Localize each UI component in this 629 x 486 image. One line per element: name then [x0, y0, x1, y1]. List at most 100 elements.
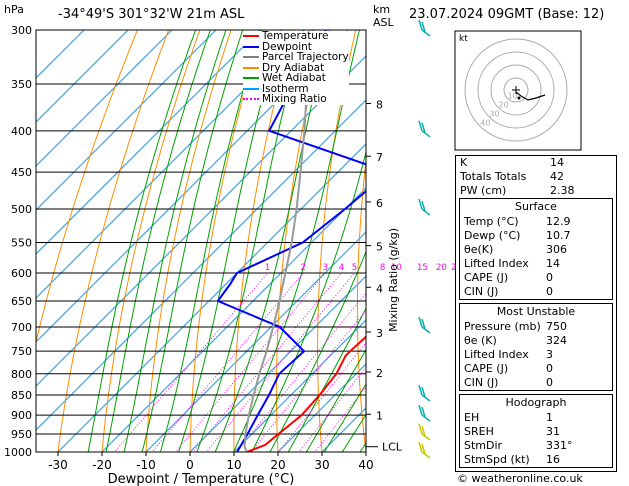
wind-barb-flag [421, 318, 426, 330]
km-tick-label: 1 [376, 409, 383, 422]
wet-adiabat-line [287, 307, 366, 452]
isotherm-line [233, 319, 366, 452]
hodograph-value: 16 [546, 453, 560, 466]
legend-swatch [243, 45, 259, 48]
mixing-ratio-line [277, 342, 366, 452]
wind-barb-staff [421, 208, 431, 216]
legend-label: Dewpoint [262, 40, 312, 53]
index-value: 14 [550, 156, 564, 169]
pressure-tick-label: 450 [11, 166, 32, 179]
wind-barb-flag [421, 122, 426, 134]
isotherm-line [36, 30, 261, 255]
hodograph-row: StmSpd (kt) 16 [460, 453, 612, 467]
wet-adiabat-line [323, 383, 366, 452]
wind-barb-staff [421, 29, 431, 37]
most-unstable-title: Most Unstable [496, 305, 576, 318]
mixing-ratio-line [174, 272, 326, 452]
km-tick-label: 5 [376, 241, 383, 254]
most-unstable-label: Lifted Index [464, 348, 529, 361]
mixing-ratio-line [314, 386, 366, 452]
datetime-title: 23.07.2024 09GMT (Base: 12) [409, 7, 605, 22]
most-unstable-panel: Most Unstable Pressure (mb) 750 θe (K) 324 L… [459, 303, 613, 391]
wind-barb-flag [418, 441, 423, 453]
wind-barb-staff [421, 326, 431, 334]
hodograph-trace [515, 91, 546, 101]
most-unstable-row: θe (K) 324 [460, 334, 612, 348]
km-tick-label: 3 [376, 327, 383, 340]
hodograph-storm-marker [517, 96, 521, 100]
wind-barb [418, 316, 431, 334]
legend-label: Dry Adiabat [262, 61, 325, 74]
wind-barb [418, 404, 431, 422]
legend-item: Dry Adiabat [243, 61, 349, 74]
hodograph-ring-label: 20 [499, 101, 509, 110]
isotherm-line [277, 363, 366, 452]
surface-row: CAPE (J) 0 [460, 271, 612, 285]
wind-barb-flag [418, 384, 423, 396]
surface-value: 10.7 [546, 229, 571, 242]
mixing-ratio-label: 3 [323, 263, 328, 273]
most-unstable-value: 3 [546, 348, 553, 361]
x-tick-label: 20 [270, 458, 285, 472]
index-row: PW (cm) 2.38 [456, 184, 616, 198]
surface-row: CIN (J) 0 [460, 285, 612, 299]
km-tick-label: 4 [376, 282, 383, 295]
temperature-series [246, 335, 366, 452]
pressure-tick-label: 700 [11, 321, 32, 334]
hodograph-ring [477, 51, 555, 129]
dry-adiabat-line [396, 0, 431, 469]
hodograph-ring [503, 77, 529, 103]
km-label: km [373, 3, 391, 16]
x-tick-label: -20 [92, 458, 112, 472]
isotherm-line [36, 99, 366, 431]
x-tick-label: -10 [136, 458, 156, 472]
most-unstable-value: 750 [546, 320, 567, 333]
surface-value: 0 [546, 285, 553, 298]
legend-item: Wet Adiabat [243, 73, 349, 84]
index-label: K [460, 156, 468, 169]
surface-row: Dewp (°C) 10.7 [460, 229, 612, 243]
hodograph-title: Hodograph [505, 396, 567, 409]
index-row: Totals Totals 42 [456, 170, 616, 184]
surface-row: Lifted Index 14 [460, 257, 612, 271]
surface-label: CAPE (J) [464, 271, 509, 284]
mixing-ratio-label: 8 [380, 263, 385, 273]
mixing-ratio-line [298, 366, 366, 452]
mixing-ratio-line [192, 272, 342, 452]
most-unstable-label: Pressure (mb) [464, 320, 541, 333]
wind-barb-flag [418, 198, 423, 210]
wind-barb-flag [418, 316, 423, 328]
mixing-ratio-line [250, 309, 366, 452]
mixing-ratio-label: 5 [352, 263, 357, 273]
hodograph-row: SREH 31 [460, 425, 612, 439]
wind-barb-staff [421, 394, 431, 402]
surface-value: 0 [546, 271, 553, 284]
hodograph-value: 31 [546, 425, 560, 438]
wind-barb-staff [421, 433, 431, 441]
legend-item: Dewpoint [243, 40, 349, 53]
isotherm-line [57, 143, 366, 452]
x-tick-label: 0 [186, 458, 194, 472]
legend-swatch [243, 77, 259, 80]
pressure-tick-label: 550 [11, 236, 32, 249]
pressure-tick-label: 300 [11, 24, 32, 37]
legend-swatch [243, 98, 259, 101]
wind-barb-flag [418, 120, 423, 132]
mixing-ratio-label: 10 [391, 263, 402, 273]
x-tick-label: 40 [358, 458, 373, 472]
index-value: 42 [550, 170, 564, 183]
surface-panel: Surface Temp (°C) 12.9 Dewp (°C) 10.7 θe(K) 3… [459, 198, 613, 300]
wet-adiabat-line [341, 413, 366, 452]
legend-item: Mixing Ratio [243, 94, 349, 105]
plot-area [36, 0, 431, 469]
pressure-tick-label: 950 [11, 428, 32, 441]
legend-item: Temperature [243, 31, 349, 42]
y-axis-label: Mixing Ratio (g/kg) [387, 228, 400, 332]
asl-label: ASL [373, 16, 394, 29]
legend-label: Temperature [262, 30, 329, 42]
hodograph-label: SREH [464, 425, 494, 438]
most-unstable-value: 0 [546, 376, 553, 389]
wind-barb-staff [421, 451, 431, 459]
most-unstable-row: CIN (J) 0 [460, 376, 612, 390]
km-tick-label: 8 [376, 99, 383, 112]
